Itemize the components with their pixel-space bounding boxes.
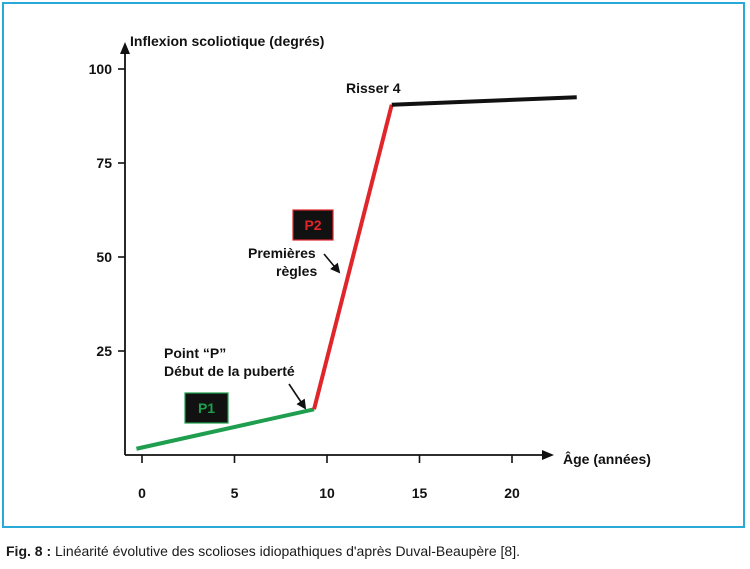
annotation-regles-2: règles <box>276 263 317 279</box>
annotation-risser: Risser 4 <box>346 80 401 96</box>
series-line-plateau <box>391 95 577 107</box>
y-tick-label-2: 75 <box>96 155 112 171</box>
chart: Inflexion scoliotique (degrés) Âge (anné… <box>89 33 651 501</box>
y-ticks: 25 50 75 100 <box>89 61 125 359</box>
annotation-point-p-1: Point “P” <box>164 345 226 361</box>
series-line-p2 <box>312 104 394 410</box>
annotation-point-p-2: Début de la puberté <box>164 363 295 379</box>
x-tick-label-1: 5 <box>231 485 239 501</box>
regles-arrow <box>323 253 341 274</box>
p1-box <box>184 392 229 424</box>
y-tick-label-1: 50 <box>96 249 112 265</box>
x-tick-label-2: 10 <box>319 485 335 501</box>
y-axis-arrow <box>120 42 130 54</box>
annotation-regles-1: Premières <box>248 245 316 261</box>
y-tick-label-3: 100 <box>89 61 113 77</box>
series-line-p1 <box>136 407 315 451</box>
figure-caption: Fig. 8 : Linéarité évolutive des scolios… <box>6 543 520 559</box>
x-ticks: 0 5 10 15 20 <box>138 455 520 501</box>
x-axis-label: Âge (années) <box>563 450 651 467</box>
x-tick-label-4: 20 <box>504 485 520 501</box>
p1-box-label: P1 <box>198 400 215 416</box>
y-tick-label-0: 25 <box>96 343 112 359</box>
x-axis-arrow <box>542 450 554 460</box>
caption-label: Fig. 8 : <box>6 543 52 559</box>
p2-box <box>292 209 334 241</box>
x-tick-label-0: 0 <box>138 485 146 501</box>
caption-text: Linéarité évolutive des scolioses idiopa… <box>51 543 520 559</box>
series-lines <box>136 95 577 451</box>
y-axis-label: Inflexion scoliotique (degrés) <box>130 33 324 49</box>
x-tick-label-3: 15 <box>412 485 428 501</box>
p2-box-label: P2 <box>304 217 321 233</box>
point-p-arrow <box>288 383 307 410</box>
